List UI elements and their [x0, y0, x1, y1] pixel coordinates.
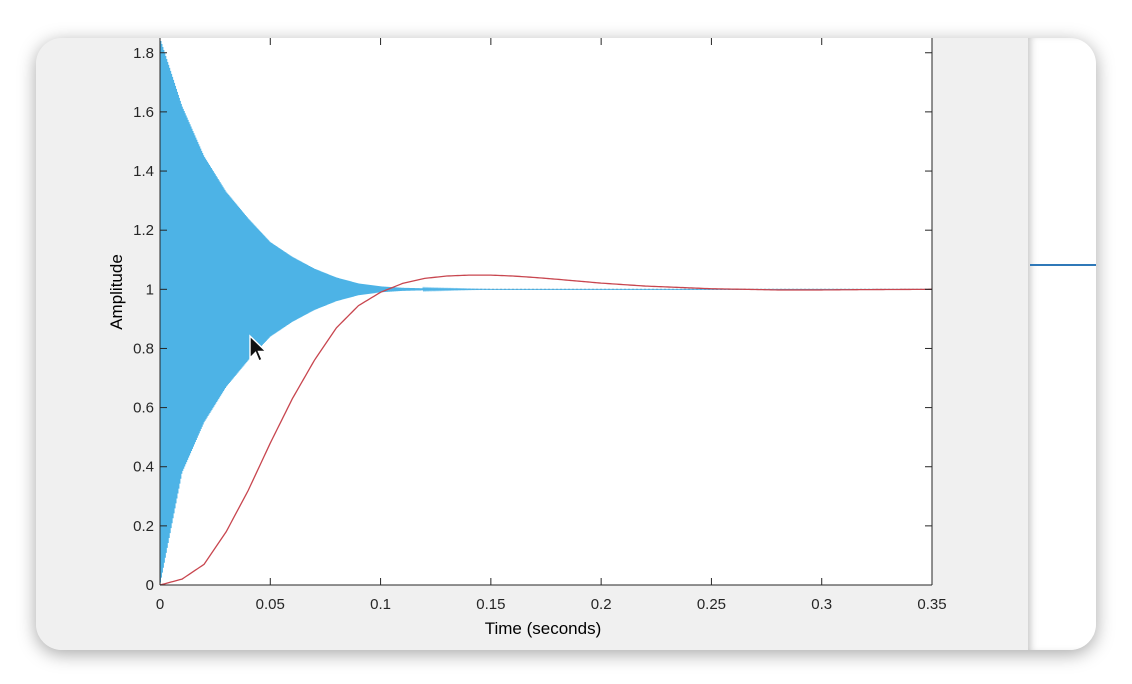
plot-svg[interactable]: 0 0.05 0.1 0.15 0.2 0.25 0.3 0.35 0 0.2 0.4 0.6 0.8 1…	[36, 38, 1028, 650]
x-axis-label: Time (seconds)	[485, 619, 602, 638]
mouse-pointer-icon	[249, 334, 268, 362]
series-2-line	[159, 274, 933, 586]
y-tick-label: 1.2	[133, 222, 154, 239]
x-tick-label: 0.2	[591, 596, 612, 613]
x-tick-label: 0	[156, 596, 164, 613]
y-tick-label: 0.6	[133, 400, 154, 417]
side-panel	[1028, 38, 1096, 650]
x-tick-label: 0.15	[476, 596, 505, 613]
side-panel-line	[1030, 264, 1096, 266]
x-tick-label: 0.35	[917, 596, 946, 613]
y-tick-label: 0.2	[133, 518, 154, 535]
y-tick-label: 0.8	[133, 340, 154, 357]
y-tick-label: 1.6	[133, 104, 154, 121]
x-tick-label: 0.25	[697, 596, 726, 613]
y-tick-label: 1.8	[133, 45, 154, 62]
y-tick-label: 1	[146, 281, 154, 298]
x-tick-label: 0.3	[811, 596, 832, 613]
y-tick-label: 0	[146, 577, 154, 594]
figure-area: 0 0.05 0.1 0.15 0.2 0.25 0.3 0.35 0 0.2 0.4 0.6 0.8 1…	[36, 38, 1028, 650]
y-tick-label: 0.4	[133, 459, 154, 476]
y-axis-label: Amplitude	[107, 254, 126, 330]
x-tick-label: 0.1	[370, 596, 391, 613]
x-tick-label: 0.05	[256, 596, 285, 613]
y-tick-label: 1.4	[133, 163, 154, 180]
figure-window: 0 0.05 0.1 0.15 0.2 0.25 0.3 0.35 0 0.2 0.4 0.6 0.8 1…	[36, 38, 1096, 650]
